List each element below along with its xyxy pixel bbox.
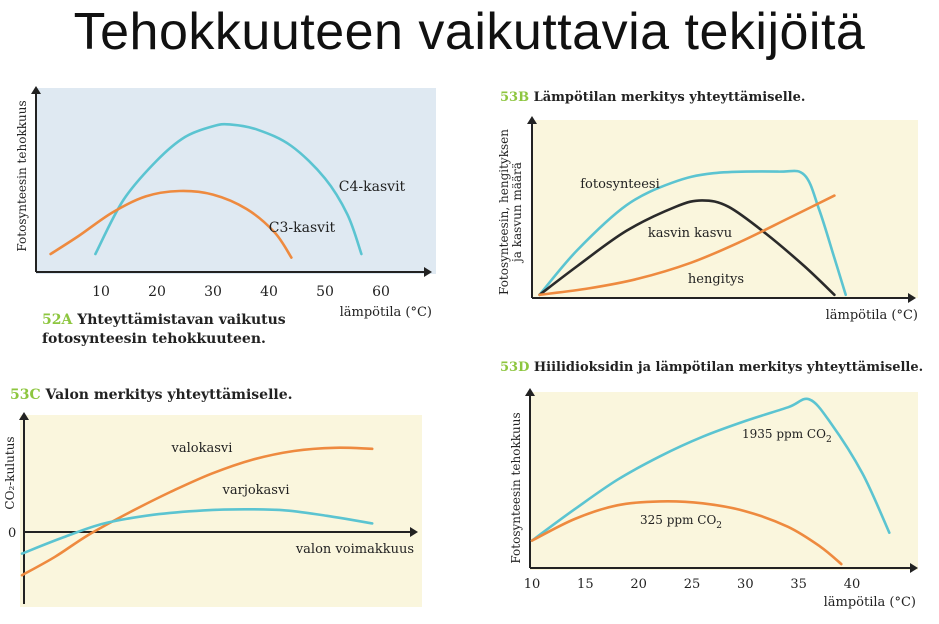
series-label-52a-c3: C3-kasvit [269,220,336,236]
y-axis-label-52a: Fotosynteesin tehokkuus [15,100,29,251]
x-axis-label-53b: lämpötila (°C) [826,308,918,323]
series-label-53d-325ppm-name: 325 ppm CO [640,513,716,527]
x-tick-53d-30: 30 [737,577,754,592]
page-title: Tehokkuuteen vaikuttavia tekijöitä [73,3,866,61]
series-label-53d-325ppm-subscript: 2 [716,521,722,531]
series-52a-c3 [49,189,293,259]
caption-53c-text: Valon merkitys yhteyttämiselle. [45,387,293,403]
caption-53c: 53C Valon merkitys yhteyttämiselle. [10,387,293,403]
y-axis-label-53b-line1: Fotosynteesin, hengityksen [497,129,511,295]
series-label-53b-hengitys: hengitys [688,272,744,287]
y-axis-53b-head [527,116,537,124]
x-tick-52a-10: 10 [92,284,110,300]
x-axis-label-53c: valon voimakkuus [295,542,414,557]
series-53d-1935ppm [530,397,891,542]
caption-52a-line2: fotosynteesin tehokkuuteen. [42,331,266,347]
x-axis-label-53d: lämpötila (°C) [824,595,916,610]
series-label-53d-325ppm: 325 ppm CO2 [640,513,722,531]
x-axis-label-52a: lämpötila (°C) [340,305,432,320]
series-53b-kasvin-kasvu [538,199,836,297]
caption-53b-text: Lämpötilan merkitys yhteyttämiselle. [534,90,806,105]
x-tick-53d-20: 20 [630,577,647,592]
series-label-53d-1935ppm-name: 1935 ppm CO [742,427,826,441]
x-tick-53d-25: 25 [684,577,701,592]
x-tick-53d-15: 15 [577,577,594,592]
series-53c-varjokasvi [20,507,374,555]
x-axis-53b-head [908,293,916,303]
y-axis-53c-head [19,412,29,420]
panel-52a-background [36,88,436,274]
y-axis-label-53d: Fotosynteesin tehokkuus [509,412,523,563]
x-tick-53d-35: 35 [790,577,807,592]
caption-53d-number: 53D [500,360,534,375]
series-label-52a-c4: C4-kasvit [339,179,406,195]
series-label-53b-kasvin-kasvu: kasvin kasvu [648,226,732,241]
panel-53d-background [530,392,918,570]
caption-53c-number: 53C [10,387,46,403]
x-tick-52a-60: 60 [372,284,390,300]
caption-53b-number: 53B [500,90,534,105]
x-tick-53d-40: 40 [844,577,861,592]
caption-53d-text: Hiilidioksidin ja lämpötilan merkitys yh… [534,360,923,375]
caption-52a-number: 52A [42,312,77,328]
x-tick-52a-30: 30 [204,284,222,300]
caption-53b: 53B Lämpötilan merkitys yhteyttämiselle. [500,90,805,105]
series-52a-c4 [94,122,363,256]
caption-53d: 53D Hiilidioksidin ja lämpötilan merkity… [500,360,923,375]
series-label-53c-valokasvi: valokasvi [171,441,233,456]
series-53b-hengitys [538,194,836,297]
y-axis-53d-head [525,388,535,396]
series-label-53c-varjokasvi: varjokasvi [222,483,290,498]
series-53b-fotosynteesi [538,169,847,297]
x-tick-53d-10: 10 [524,577,541,592]
x-tick-52a-20: 20 [148,284,166,300]
x-axis-53d-head [910,563,918,573]
panel-53b-background [532,120,918,298]
series-53d-325ppm [530,500,843,566]
series-label-53b-fotosynteesi: fotosynteesi [580,177,660,192]
y-axis-label-53b-line2: ja kasvun määrä [510,162,524,264]
x-tick-52a-50: 50 [316,284,334,300]
y-axis-label-53c: CO₂-kulutus [3,436,17,509]
series-53c-valokasvi [20,446,374,577]
series-label-53d-1935ppm: 1935 ppm CO2 [742,427,832,445]
caption-52a: 52A Yhteyttämistavan vaikutus [42,312,286,328]
y-axis-52a-head [31,86,41,94]
x-tick-52a-40: 40 [260,284,278,300]
caption-52a-text: Yhteyttämistavan vaikutus [76,312,286,328]
x-axis-53c-head [410,527,418,537]
x-axis-52a-head [424,267,432,277]
series-label-53d-1935ppm-subscript: 2 [826,435,832,445]
zero-label-53c: 0 [8,526,16,541]
